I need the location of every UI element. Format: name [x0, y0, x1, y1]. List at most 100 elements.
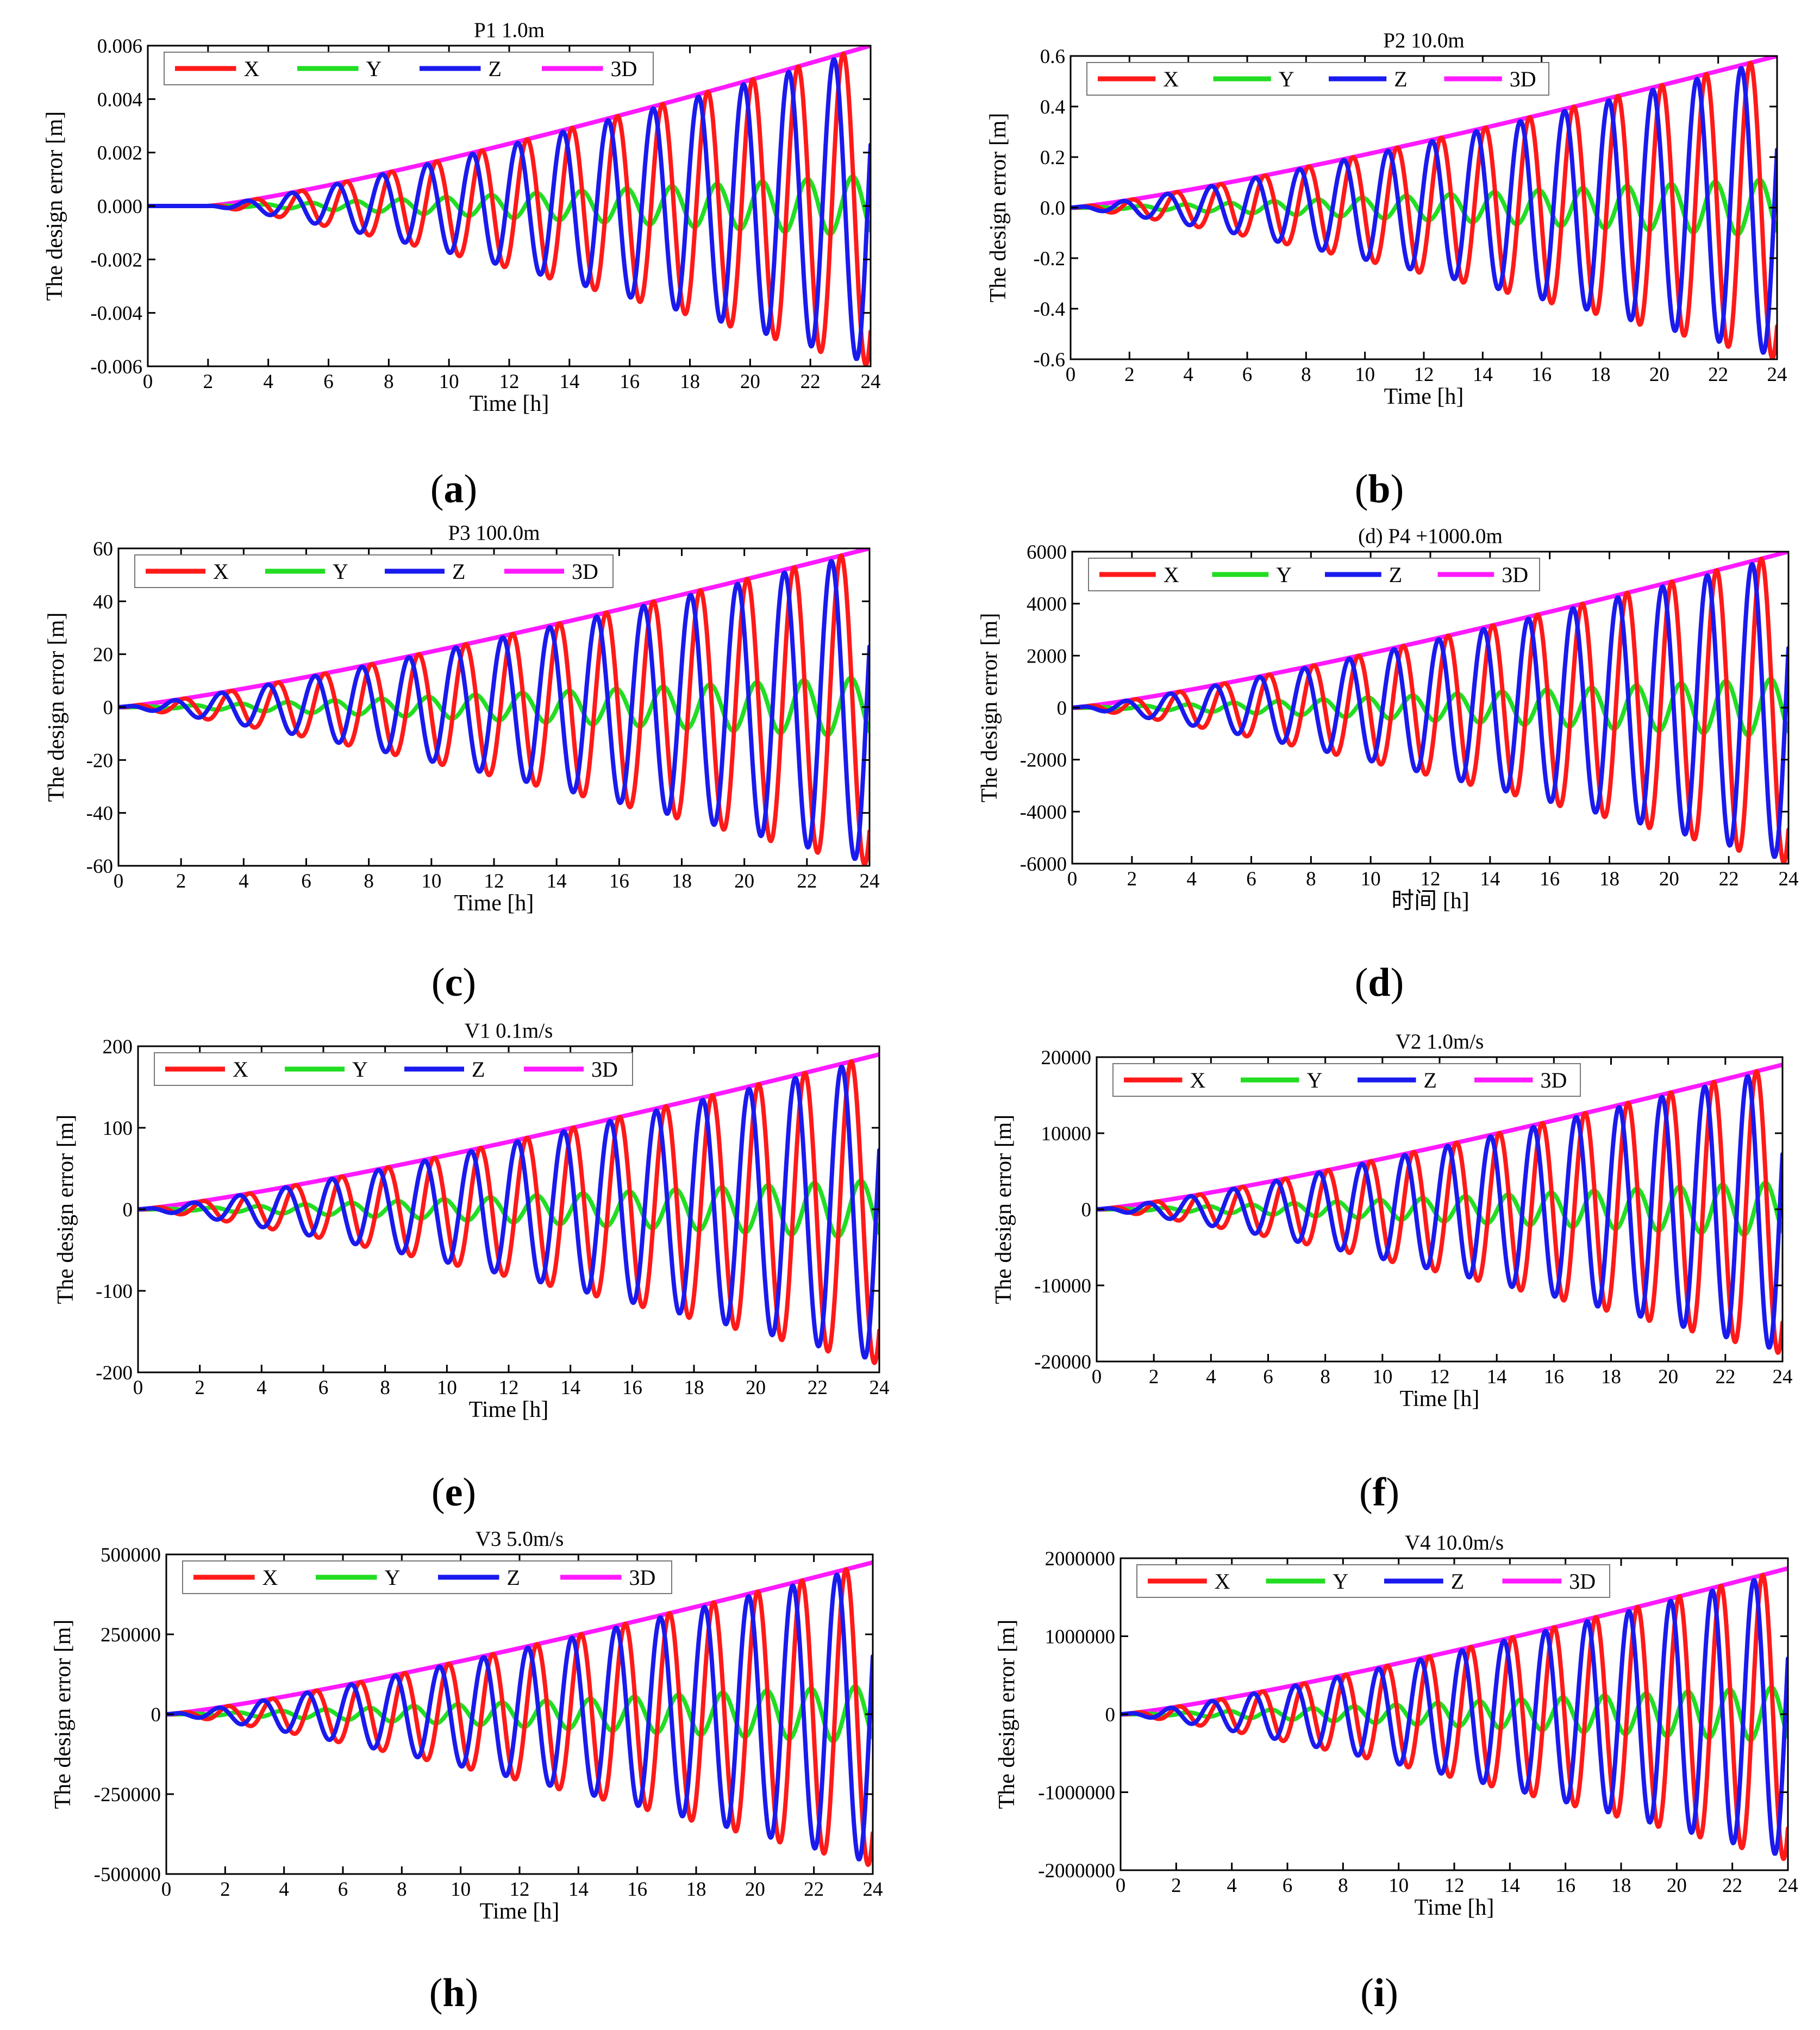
x-tick-label: 18 — [1601, 1366, 1621, 1388]
x-tick-label: 18 — [1599, 868, 1619, 890]
chart-panel-a: P1 1.0m0 2 4 6 8 10 12 14 16 18 20 22 24-0.006-0.004… — [42, 18, 881, 416]
x-tick-label: 24 — [1767, 364, 1787, 386]
x-tick-label: 20 — [746, 1377, 766, 1399]
panel-caption: (e) — [431, 1470, 477, 1515]
legend-label-z: Z — [1424, 1068, 1437, 1092]
y-tick-label: -0.4 — [1033, 298, 1065, 321]
x-tick-label: 10 — [1361, 868, 1381, 890]
x-tick-label: 4 — [239, 870, 249, 892]
x-tick-label: 20 — [1649, 364, 1669, 386]
legend-label-3d: 3D — [629, 1565, 656, 1590]
x-tick-label: 18 — [672, 870, 692, 892]
y-axis-label: The design error [m] — [995, 1620, 1020, 1809]
y-tick-label: 2000 — [1027, 645, 1067, 667]
legend-label-y: Y — [352, 1057, 368, 1082]
chart-title: V3 5.0m/s — [476, 1527, 564, 1551]
y-tick-label: 1000000 — [1045, 1626, 1116, 1648]
legend: X Y Z 3D — [1136, 1564, 1610, 1598]
x-tick-label: 10 — [437, 1377, 457, 1399]
x-tick-label: 10 — [1372, 1366, 1392, 1388]
x-tick-label: 10 — [1355, 364, 1375, 386]
legend-label-3d: 3D — [1569, 1569, 1596, 1594]
x-tick-label: 22 — [804, 1878, 824, 1901]
x-tick-label: 6 — [1283, 1875, 1293, 1897]
y-tick-label: 0.004 — [97, 89, 142, 111]
legend-label-x: X — [244, 57, 260, 81]
chart-title: P1 1.0m — [474, 18, 545, 42]
legend-label-x: X — [213, 559, 229, 584]
x-tick-label: 2 — [1171, 1875, 1181, 1897]
x-tick-label: 18 — [1611, 1875, 1631, 1897]
x-tick-label: 24 — [1778, 1875, 1798, 1897]
chart-panel-h: V3 5.0m/s0 2 4 6 8 10 12 14 16 18 20 22 24-500000-25… — [51, 1527, 883, 1924]
series-line-z — [118, 559, 870, 861]
x-tick-label: 6 — [318, 1377, 329, 1399]
x-tick-label: 2 — [176, 870, 186, 892]
y-tick-label: 0 — [1081, 1199, 1092, 1221]
legend-label-z: Z — [1389, 563, 1402, 587]
x-tick-label: 6 — [338, 1878, 348, 1901]
legend-label-x: X — [262, 1565, 278, 1590]
legend: X Y Z 3D — [182, 1560, 672, 1594]
legend: X Y Z 3D — [1112, 1063, 1581, 1097]
x-tick-label: 24 — [863, 1878, 883, 1901]
x-tick-label: 24 — [1773, 1366, 1793, 1388]
x-tick-label: 14 — [1480, 868, 1500, 890]
y-tick-label: -0.006 — [90, 356, 142, 378]
panel-caption: (i) — [1360, 1971, 1398, 2015]
series-line-z — [1097, 1074, 1783, 1350]
legend-label-y: Y — [1276, 563, 1292, 587]
legend-label-x: X — [1190, 1068, 1206, 1092]
legend-label-y: Y — [385, 1565, 401, 1590]
x-tick-label: 22 — [1719, 868, 1739, 890]
y-tick-label: -20000 — [1034, 1351, 1091, 1373]
x-tick-label: 4 — [279, 1878, 289, 1901]
y-tick-label: 0.0 — [1040, 197, 1065, 220]
x-axis-label: Time [h] — [1400, 1386, 1480, 1411]
series-line-x — [166, 1567, 873, 1867]
chart-panel-b: P2 10.0m0 2 4 6 8 10 12 14 16 18 20 22 24-0.6-0.4-0.… — [986, 29, 1787, 409]
panel-caption: (b) — [1354, 467, 1404, 511]
legend-label-z: Z — [1394, 67, 1407, 91]
series-line-z — [138, 1064, 879, 1360]
y-tick-label: -60 — [86, 855, 113, 878]
x-tick-label: 14 — [1487, 1366, 1507, 1388]
y-tick-label: 0.002 — [97, 142, 142, 165]
x-tick-label: 14 — [559, 371, 579, 393]
x-tick-label: 16 — [1531, 364, 1552, 386]
x-tick-label: 6 — [1246, 868, 1256, 890]
y-axis-label: The design error [m] — [53, 1115, 78, 1304]
x-tick-label: 20 — [1667, 1875, 1687, 1897]
x-tick-label: 18 — [1591, 364, 1611, 386]
x-tick-label: 12 — [484, 870, 504, 892]
y-tick-label: -1000000 — [1038, 1782, 1115, 1804]
y-axis-label: The design error [m] — [991, 1115, 1016, 1304]
y-tick-label: 0 — [151, 1704, 161, 1726]
y-axis-label: The design error [m] — [44, 613, 69, 802]
x-tick-label: 24 — [861, 371, 881, 393]
legend: X Y Z 3D — [164, 52, 654, 85]
chart-title: V4 10.0m/s — [1405, 1531, 1504, 1554]
y-tick-label: 0 — [123, 1199, 133, 1221]
x-axis-label: Time [h] — [470, 391, 549, 416]
series-line-z — [148, 57, 871, 361]
x-tick-label: 0 — [1116, 1875, 1126, 1897]
series-line-x — [138, 1059, 879, 1365]
legend-label-3d: 3D — [611, 57, 637, 81]
y-tick-label: -0.004 — [90, 303, 142, 325]
x-tick-label: 20 — [740, 371, 760, 393]
legend-label-x: X — [1164, 563, 1179, 587]
y-tick-label: -500000 — [94, 1864, 161, 1886]
series-line-x — [1072, 557, 1788, 864]
x-axis-label: Time [h] — [469, 1397, 549, 1422]
x-tick-label: 16 — [622, 1377, 642, 1399]
y-tick-label: 0.006 — [97, 35, 142, 58]
x-tick-label: 14 — [568, 1878, 589, 1901]
series-line-z — [1121, 1578, 1788, 1856]
x-tick-label: 4 — [1206, 1366, 1216, 1388]
legend-label-z: Z — [452, 559, 465, 584]
legend-label-3d: 3D — [1510, 67, 1536, 91]
x-tick-label: 12 — [1430, 1366, 1450, 1388]
chart-title: P2 10.0m — [1383, 29, 1465, 52]
y-tick-label: -4000 — [1020, 801, 1067, 823]
